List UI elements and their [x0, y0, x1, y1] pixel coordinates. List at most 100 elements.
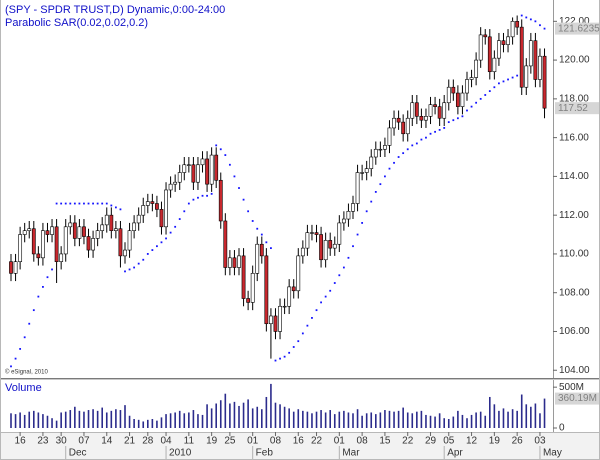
sar-dot — [210, 192, 213, 195]
y-tick-label: 114.00 — [559, 171, 589, 182]
volume-bar — [461, 414, 464, 428]
sar-dot — [233, 175, 236, 178]
candle-body — [287, 286, 292, 307]
sar-dot — [543, 27, 546, 30]
candle-body — [18, 234, 23, 262]
volume-bar — [183, 413, 186, 428]
volume-bar — [384, 410, 386, 428]
x-tick-label: 28 — [142, 436, 154, 447]
candle-body — [150, 201, 155, 204]
volume-bar — [429, 415, 432, 428]
candle-body — [214, 154, 219, 181]
volume-bar — [520, 394, 523, 428]
volume-bar — [110, 410, 113, 428]
candle-body — [27, 228, 32, 231]
volume-bar — [105, 412, 108, 428]
candle-body — [259, 243, 264, 257]
x-tick-label: 19 — [489, 436, 501, 447]
volume-bar — [14, 414, 17, 428]
sar-dot — [329, 289, 332, 292]
volume-bar — [137, 419, 140, 428]
sar-dot — [488, 90, 491, 93]
candle-body — [337, 222, 342, 245]
sar-dot — [270, 247, 272, 250]
volume-bar — [165, 414, 167, 428]
copyright: © eSignal, 2010 — [5, 369, 48, 376]
volume-bar — [242, 402, 245, 428]
x-tick-label: 23 — [37, 436, 49, 447]
candle-body — [227, 257, 232, 268]
volume-bar — [101, 407, 103, 428]
candle-body — [424, 116, 428, 121]
volume-bar — [525, 404, 528, 428]
sar-dot — [224, 154, 227, 156]
volume-bar — [511, 409, 514, 428]
x-tick-label: 14 — [101, 436, 113, 447]
sar-dot — [425, 136, 427, 139]
volume-bar — [375, 414, 377, 428]
candle-body — [323, 240, 328, 261]
candle-body — [314, 232, 319, 235]
sar-dot — [507, 78, 509, 81]
sar-dot — [529, 18, 532, 21]
candle-body — [45, 230, 50, 235]
date-axis-area — [0, 432, 600, 460]
sar-dot — [388, 167, 391, 170]
candle-body — [136, 214, 141, 224]
sar-dot — [397, 156, 400, 158]
candle-body — [123, 249, 127, 257]
sar-dot — [42, 285, 44, 288]
volume-bar — [261, 409, 263, 428]
volume-bar — [447, 419, 450, 428]
volume-bar — [530, 406, 532, 428]
sar-dot — [28, 322, 31, 325]
candle-body — [497, 40, 501, 59]
volume-bar — [475, 412, 477, 428]
volume-bar — [361, 415, 363, 428]
volume-bar — [174, 412, 176, 428]
sar-dot — [151, 249, 154, 251]
volume-bar — [229, 403, 231, 428]
x-tick-label: 21 — [124, 436, 136, 447]
sar-last-label: 121.6235 — [558, 23, 600, 34]
volume-bar — [83, 411, 85, 428]
candle-body — [460, 92, 465, 107]
candle-body — [13, 261, 18, 274]
sar-dot — [461, 115, 464, 118]
month-label: Mar — [342, 448, 360, 459]
volume-bar — [283, 406, 286, 428]
volume-bar — [411, 413, 414, 428]
volume-bar — [69, 410, 72, 428]
candle-body — [414, 102, 419, 117]
sar-dot — [475, 101, 478, 104]
sar-dot — [479, 97, 482, 100]
volume-bar — [288, 408, 290, 428]
candle-body — [373, 148, 378, 158]
candle-body — [173, 181, 178, 185]
candle-body — [68, 222, 73, 228]
y-tick-label: 118.00 — [559, 94, 589, 105]
candle-body — [63, 226, 68, 255]
candle-body — [168, 183, 173, 191]
volume-bar — [210, 408, 213, 428]
sar-dot — [338, 274, 341, 277]
candle-body — [104, 214, 109, 226]
sar-dot — [516, 74, 519, 77]
candle-body — [528, 40, 533, 67]
sar-dot — [411, 144, 414, 147]
volume-bar — [87, 410, 90, 428]
sar-dot — [110, 204, 113, 207]
volume-bar — [356, 409, 359, 428]
volume-bar — [96, 410, 99, 428]
sar-dot — [265, 241, 268, 244]
sar-dot — [32, 309, 35, 312]
volume-bar — [502, 408, 505, 428]
volume-bar — [233, 401, 236, 428]
sar-dot — [23, 336, 26, 339]
sar-dot — [187, 202, 190, 205]
volume-bar — [320, 410, 322, 428]
sar-dot — [406, 148, 409, 151]
volume-bar — [493, 404, 496, 428]
